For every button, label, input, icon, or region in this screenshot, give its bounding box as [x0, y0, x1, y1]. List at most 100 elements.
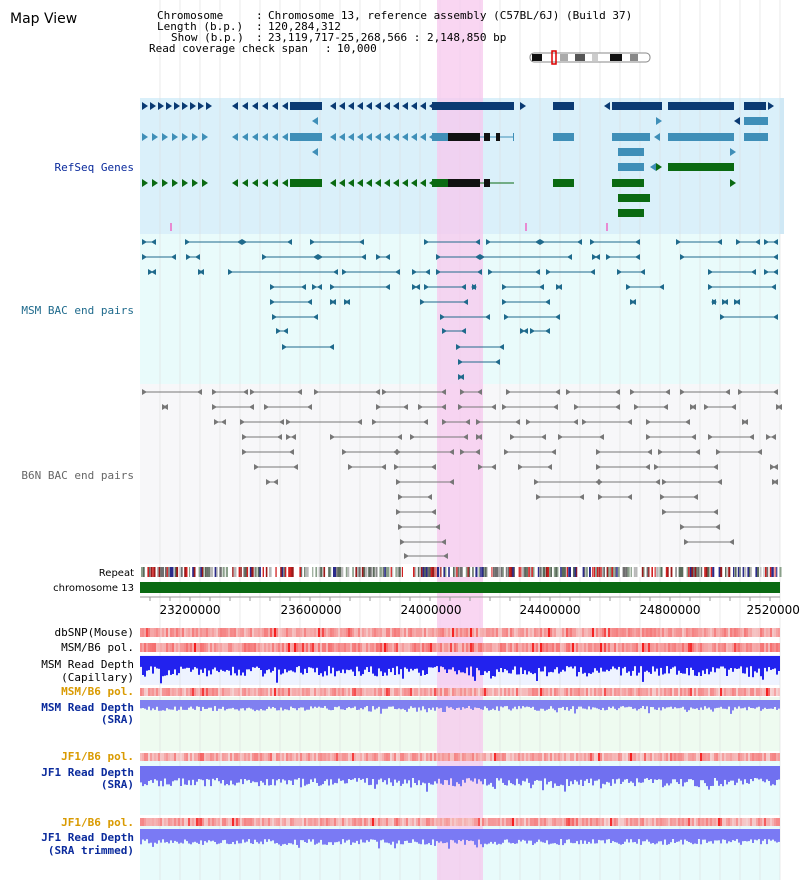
b6n-bac-end[interactable] — [163, 404, 168, 410]
msm-bac-end[interactable] — [755, 239, 760, 245]
b6n-bac-end[interactable] — [646, 434, 651, 440]
msm-bac-end[interactable] — [301, 284, 306, 290]
msm-bac-end[interactable] — [676, 239, 681, 245]
msm-bac-end[interactable] — [535, 239, 540, 245]
msm-bac-end[interactable] — [359, 239, 364, 245]
msm-bac-end[interactable] — [287, 239, 292, 245]
msm-bac-end[interactable] — [495, 359, 500, 365]
gene-exon[interactable] — [618, 148, 644, 156]
gene-arrow[interactable] — [232, 102, 238, 110]
b6n-bac-end[interactable] — [286, 434, 291, 440]
gene-arrow[interactable] — [162, 179, 168, 187]
msm-bac-end[interactable] — [440, 314, 445, 320]
msm-bac-end[interactable] — [530, 328, 535, 334]
msm-bac-end[interactable] — [595, 254, 600, 260]
b6n-bac-end[interactable] — [566, 389, 571, 395]
msm-bac-end[interactable] — [385, 284, 390, 290]
gene-arrow[interactable] — [150, 102, 156, 110]
b6n-bac-end[interactable] — [398, 494, 403, 500]
b6n-bac-end[interactable] — [518, 464, 523, 470]
b6n-bac-end[interactable] — [654, 464, 659, 470]
msm-bac-end[interactable] — [318, 254, 323, 260]
b6n-bac-end[interactable] — [197, 389, 202, 395]
gene-arrow[interactable] — [357, 102, 363, 110]
gene-arrow[interactable] — [158, 102, 164, 110]
b6n-bac-end[interactable] — [662, 509, 667, 515]
msm-bac-end[interactable] — [313, 314, 318, 320]
gene-arrow[interactable] — [348, 179, 354, 187]
msm-bac-end[interactable] — [282, 344, 287, 350]
msm-bac-end[interactable] — [459, 374, 464, 380]
b6n-bac-end[interactable] — [506, 389, 511, 395]
msm-bac-end[interactable] — [425, 269, 430, 275]
msm-bac-end[interactable] — [640, 269, 645, 275]
b6n-bac-end[interactable] — [634, 404, 639, 410]
gene-arrow[interactable] — [182, 133, 188, 141]
b6n-bac-end[interactable] — [264, 404, 269, 410]
b6n-bac-end[interactable] — [441, 539, 446, 545]
b6n-bac-end[interactable] — [221, 419, 226, 425]
msm-bac-end[interactable] — [717, 239, 722, 245]
b6n-bac-end[interactable] — [716, 449, 721, 455]
b6n-bac-end[interactable] — [630, 389, 635, 395]
msm-bac-end[interactable] — [592, 254, 597, 260]
b6n-bac-end[interactable] — [441, 404, 446, 410]
gene-exon[interactable] — [432, 179, 448, 187]
msm-bac-end[interactable] — [412, 269, 417, 275]
b6n-bac-end[interactable] — [534, 479, 539, 485]
msm-bac-end[interactable] — [477, 269, 482, 275]
gene-arrow[interactable] — [393, 133, 399, 141]
gene-arrow[interactable] — [282, 133, 288, 141]
b6n-bac-end[interactable] — [441, 389, 446, 395]
gene-arrow[interactable] — [142, 133, 148, 141]
msm-bac-end[interactable] — [488, 269, 493, 275]
msm-bac-end[interactable] — [635, 254, 640, 260]
msm-bac-end[interactable] — [242, 239, 247, 245]
b6n-bac-end[interactable] — [291, 434, 296, 440]
gene-arrow[interactable] — [272, 133, 278, 141]
b6n-bac-end[interactable] — [396, 479, 401, 485]
b6n-bac-end[interactable] — [443, 553, 448, 559]
b6n-bac-end[interactable] — [655, 479, 660, 485]
gene-arrow[interactable] — [402, 133, 408, 141]
msm-bac-label[interactable]: MSM BAC end pairs — [21, 304, 134, 317]
gene-exon[interactable] — [513, 133, 514, 141]
gene-arrow[interactable] — [330, 179, 336, 187]
gene-exon[interactable] — [612, 133, 650, 141]
gene-arrow[interactable] — [411, 102, 417, 110]
msm-bac-end[interactable] — [270, 284, 275, 290]
msm-bac-end[interactable] — [345, 299, 350, 305]
b6n-bac-end[interactable] — [704, 404, 709, 410]
msm-bac-end[interactable] — [720, 314, 725, 320]
gene-arrow[interactable] — [312, 148, 318, 156]
msm-bac-end[interactable] — [376, 254, 381, 260]
b6n-bac-end[interactable] — [254, 464, 259, 470]
msm-bac-end[interactable] — [424, 284, 429, 290]
gene-arrow[interactable] — [375, 133, 381, 141]
gene-arrow[interactable] — [348, 102, 354, 110]
b6n-bac-end[interactable] — [477, 434, 482, 440]
gene-arrow[interactable] — [182, 102, 188, 110]
gene-arrow[interactable] — [202, 133, 208, 141]
b6n-bac-end[interactable] — [551, 449, 556, 455]
gene-arrow[interactable] — [384, 102, 390, 110]
b6n-bac-end[interactable] — [297, 389, 302, 395]
msm-bac-features[interactable] — [142, 239, 778, 380]
msm-bac-end[interactable] — [461, 328, 466, 334]
highlight-region[interactable] — [437, 0, 483, 880]
b6n-bac-end[interactable] — [410, 434, 415, 440]
b6n-bac-end[interactable] — [660, 494, 665, 500]
gene-arrow[interactable] — [393, 102, 399, 110]
msm-bac-end[interactable] — [751, 269, 756, 275]
b6n-bac-end[interactable] — [749, 434, 754, 440]
gene-arrow[interactable] — [357, 179, 363, 187]
b6n-bac-end[interactable] — [777, 404, 782, 410]
gene-exon[interactable] — [744, 133, 768, 141]
b6n-bac-end[interactable] — [558, 434, 563, 440]
b6n-bac-end[interactable] — [403, 404, 408, 410]
gene-arrow[interactable] — [366, 179, 372, 187]
b6n-bac-end[interactable] — [738, 389, 743, 395]
msm-bac-end[interactable] — [329, 344, 334, 350]
b6n-bac-end[interactable] — [680, 524, 685, 530]
b6n-bac-end[interactable] — [491, 464, 496, 470]
